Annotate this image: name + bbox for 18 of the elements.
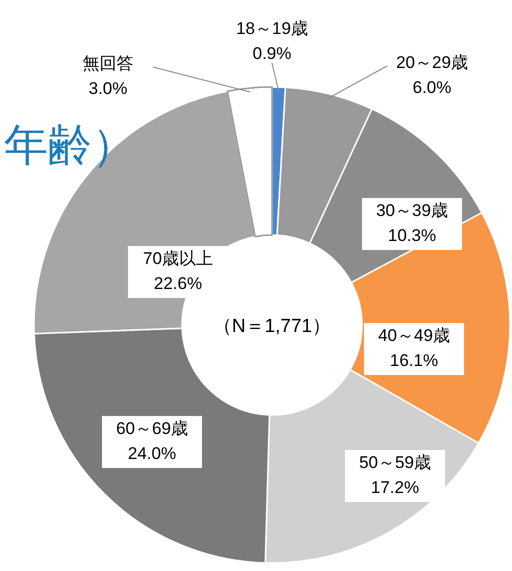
data-label: 24.0% bbox=[128, 444, 176, 463]
slice-label: 30～39歳 bbox=[376, 201, 448, 220]
slice-label: 18～19歳 bbox=[236, 19, 308, 38]
data-label: 22.6% bbox=[154, 274, 202, 293]
data-label: 6.0% bbox=[412, 78, 452, 97]
text: （N＝1,771） bbox=[212, 316, 332, 337]
slice-label: 20～29歳 bbox=[396, 53, 468, 72]
data-label: 17.2% bbox=[370, 478, 420, 497]
slice-label: 40～49歳 bbox=[378, 326, 450, 345]
data-label: 0.9% bbox=[252, 44, 292, 63]
slice-label: 50～59歳 bbox=[359, 453, 431, 472]
text: 年齢） bbox=[4, 121, 136, 170]
data-label: 3.0% bbox=[88, 79, 128, 98]
slice-label: 無回答 bbox=[82, 54, 134, 73]
data-label: 10.3% bbox=[388, 226, 436, 245]
slice-label: 70歳以上 bbox=[143, 249, 213, 268]
data-label: 16.1% bbox=[390, 351, 438, 370]
slice-label: 60～69歳 bbox=[116, 419, 188, 438]
